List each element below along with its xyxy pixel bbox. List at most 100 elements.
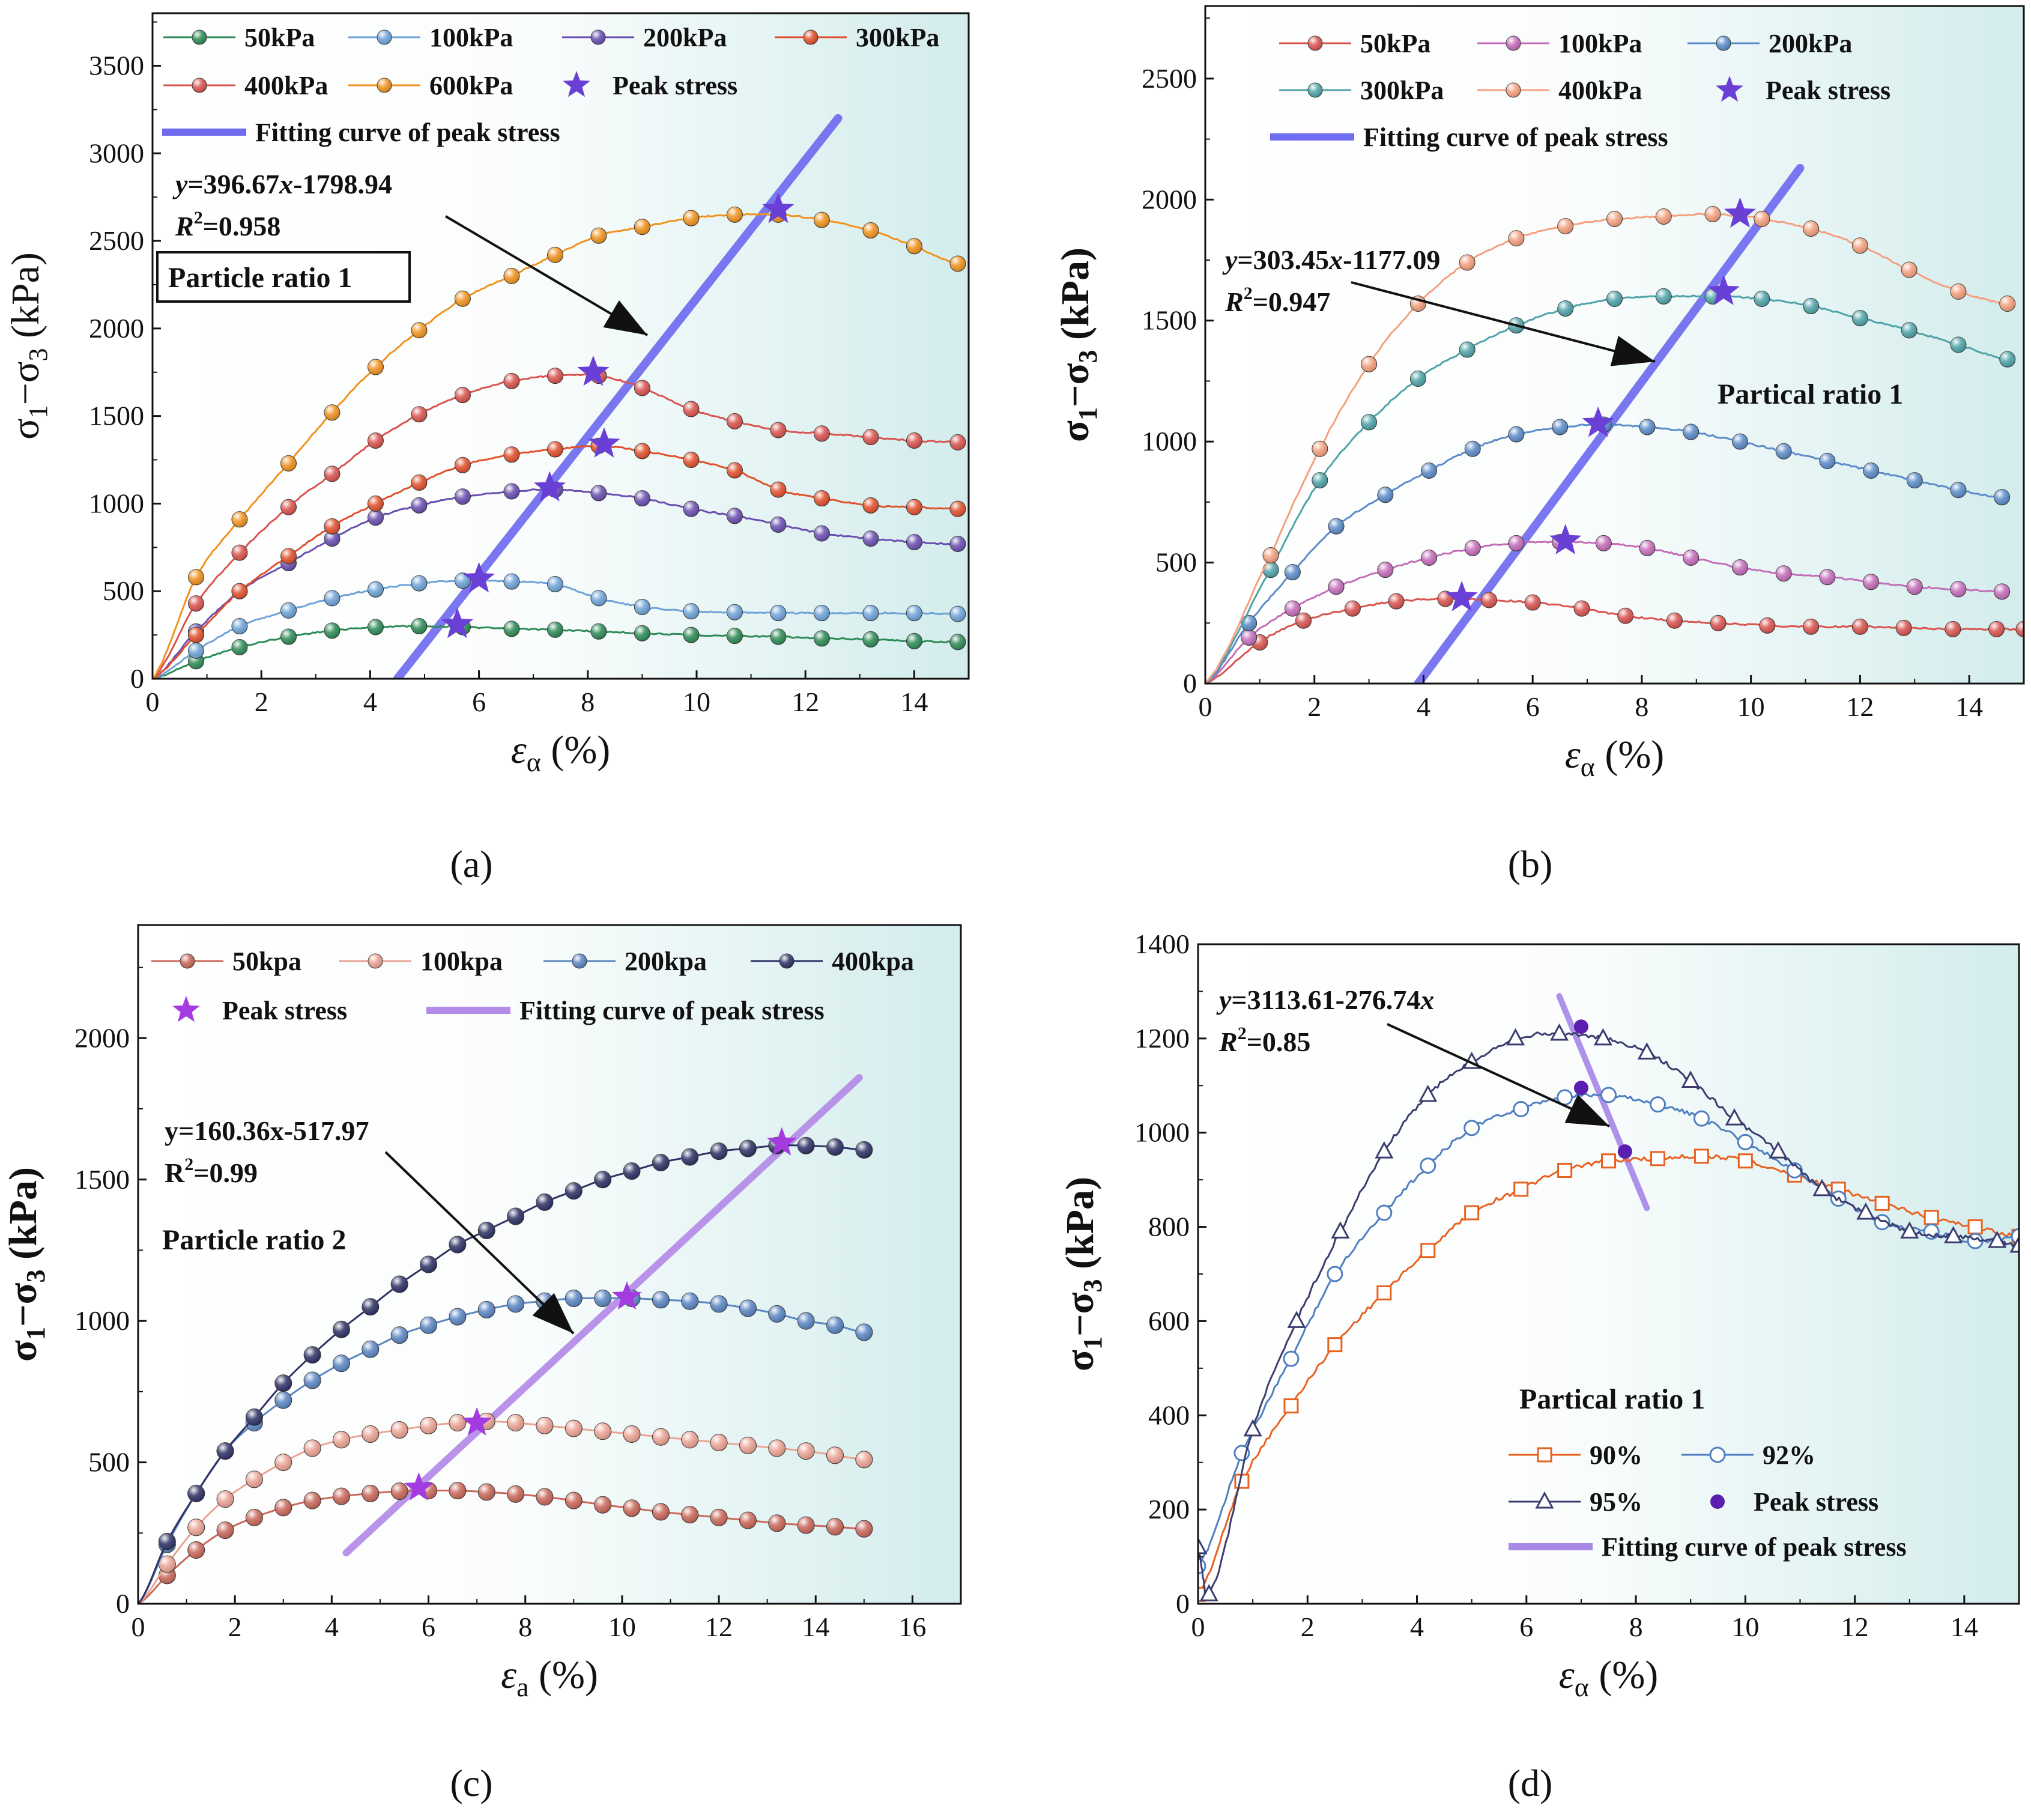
panel-c-point-200kpa-5-shine: [274, 1392, 292, 1409]
panel-c-legend-50kpa-swatch-marker-shine: [180, 954, 195, 968]
panel-c-point-400kpa-24: [826, 1138, 844, 1156]
panel-d-peak-1: [1573, 1081, 1588, 1096]
panel-d-point-90%-9: [1601, 1153, 1616, 1169]
panel-a-point-50kPa-4: [324, 622, 341, 639]
panel-b-frame: [1204, 5, 2025, 685]
panel-a-point-50kPa-13-shine: [727, 628, 743, 644]
panel-a-point-300kPa-17: [906, 499, 922, 515]
panel-a-series-600kPa: [153, 206, 966, 679]
panel-a-point-50kPa-5: [367, 619, 384, 635]
panel-b-point-200kPa-8: [1552, 419, 1569, 435]
panel-a-point-600kPa-15: [813, 211, 830, 228]
panel-c-point-200kpa-8-shine: [362, 1341, 379, 1358]
panel-a-point-50kPa-12: [683, 626, 700, 643]
panel-a-point-600kPa-17-shine: [906, 238, 922, 254]
panel-c-point-100kpa-25: [855, 1451, 873, 1469]
panel-a-point-600kPa-1: [187, 569, 204, 586]
panel-a-point-400kPa-3-shine: [280, 499, 297, 515]
panel-b-plot-bg: [1205, 6, 2024, 684]
panel-c-point-50kpa-7: [332, 1487, 350, 1505]
panel-c-point-100kpa-8: [362, 1425, 380, 1443]
panel-b-point-200kPa-18-shine: [1994, 489, 2010, 505]
panel-d-point-92%-12: [1737, 1133, 1754, 1150]
panel-c-point-100kpa-13: [507, 1414, 525, 1432]
panel-a-point-300kPa-9: [546, 441, 563, 458]
panel-d-point-92%-10: [1650, 1096, 1666, 1113]
panel-d-legend-90-label: 90%: [1590, 1440, 1642, 1470]
panel-b-point-200kPa-5: [1421, 462, 1438, 479]
panel-a-point-100kPa-3: [280, 602, 297, 619]
panel-a-point-200kPa-18-shine: [949, 536, 966, 552]
panel-a-point-400kPa-11: [634, 380, 650, 396]
panel-b-legend-100kPa-swatch-marker-shine: [1506, 36, 1521, 50]
panel-a-point-100kPa-7-shine: [455, 572, 471, 589]
panel-a-y-axis-label: σ1−σ3 (kPa): [4, 252, 53, 440]
panel-d-point-95%-8: [1506, 1028, 1525, 1046]
panel-a-point-300kPa-1-shine: [188, 627, 204, 643]
panel-b-point-100kPa-6-shine: [1465, 540, 1481, 556]
panel-b-point-50kPa-8-shine: [1573, 601, 1590, 617]
panel-c-point-50kpa-23-shine: [798, 1517, 815, 1534]
panel-b-point-400kPa-9: [1655, 208, 1672, 225]
panel-a-legend-600kPa-swatch-marker: [377, 77, 392, 93]
panel-a-point-50kPa-13: [726, 628, 743, 645]
panel-b-point-50kPa-10: [1666, 612, 1683, 629]
panel-a-point-200kPa-4-shine: [324, 530, 340, 547]
panel-a-ytick-label-0: 0: [130, 663, 144, 694]
panel-c-peaks: [404, 1127, 797, 1500]
panel-d-point-95%-18: [1944, 1226, 1963, 1243]
panel-b-point-300kPa-2-shine: [1312, 472, 1328, 488]
panel-c-point-50kpa-4: [245, 1508, 263, 1526]
panel-b-xtick-label-0: 0: [1199, 691, 1212, 722]
panel-b-point-400kPa-1: [1262, 547, 1279, 563]
panel-c-point-50kpa-25: [855, 1520, 873, 1538]
panel-b-legend-peak-swatch: [1716, 76, 1743, 102]
panel-b-point-200kPa-2-shine: [1285, 564, 1301, 580]
panel-b-point-100kPa-13: [1775, 565, 1792, 582]
panel-a-point-50kPa-11-shine: [634, 625, 650, 642]
panel-c-point-400kpa-19-shine: [681, 1148, 698, 1166]
panel-a-fit-line: [393, 114, 843, 679]
panel-b-point-200kPa-16-shine: [1907, 472, 1923, 488]
panel-a-point-300kPa-4-shine: [324, 518, 340, 535]
panel-b-point-100kPa-17-shine: [1950, 581, 1966, 597]
panel-b-point-200kPa-4: [1377, 487, 1394, 503]
panel-d-point-95%-13: [1725, 1108, 1744, 1126]
panel-c-point-100kpa-18-shine: [652, 1428, 670, 1446]
panel-b-box-label: Partical ratio 1: [1718, 378, 1903, 410]
panel-a-point-200kPa-7: [454, 488, 471, 505]
panel-d-ytick-label-2: 400: [1148, 1400, 1190, 1430]
panel-d-plot-area: [1198, 993, 2019, 1602]
panel-d-equation-line2: R2=0.85: [1218, 1024, 1310, 1057]
panel-c-point-50kpa-19-shine: [681, 1506, 698, 1523]
panel-b-point-50kPa-10-shine: [1666, 613, 1683, 629]
panel-b-point-300kPa-4: [1409, 370, 1426, 387]
caption-d: (d): [1508, 1762, 1553, 1804]
panel-b-point-50kPa-11: [1710, 614, 1727, 631]
panel-c-frame: [137, 924, 962, 1605]
panel-d-point-92%-7: [1513, 1101, 1530, 1117]
panel-a-point-600kPa-9-shine: [547, 247, 563, 263]
panel-d-point-90%-3: [1327, 1337, 1343, 1353]
panel-a-point-200kPa-10-shine: [590, 485, 607, 501]
panel-b-xtick-label-1: 2: [1307, 691, 1321, 722]
panel-d-legend-title: Partical ratio 1: [1519, 1383, 1705, 1415]
panel-a-arrow-head: [603, 300, 647, 335]
panel-a-frame: [151, 12, 970, 680]
panel-b-point-300kPa-7-shine: [1557, 300, 1573, 317]
panel-d-point-95%-19: [1988, 1230, 2007, 1248]
panel-d-peak-0: [1573, 1019, 1588, 1034]
panel-c-point-100kpa-13-shine: [507, 1414, 524, 1431]
panel-a-point-200kPa-16: [862, 530, 879, 547]
panel-b-peak-4: [1724, 197, 1757, 228]
panel-a-legend-300kPa-swatch-marker-shine: [804, 30, 818, 44]
panel-d-ytick-label-4: 800: [1148, 1212, 1190, 1242]
panel-c-point-100kpa-11: [449, 1414, 467, 1432]
panel-a-point-50kPa-18-shine: [949, 634, 966, 650]
panel-a-point-50kPa-16-shine: [862, 631, 879, 648]
panel-b-legend-100kPa-swatch-marker: [1506, 35, 1521, 51]
panel-b-legend-400kPa-label: 400kPa: [1558, 76, 1642, 105]
panel-c-series-50kpa: [138, 1482, 873, 1604]
panel-d-point-90%-10: [1650, 1151, 1666, 1166]
panel-a-point-50kPa-17-shine: [906, 633, 922, 649]
